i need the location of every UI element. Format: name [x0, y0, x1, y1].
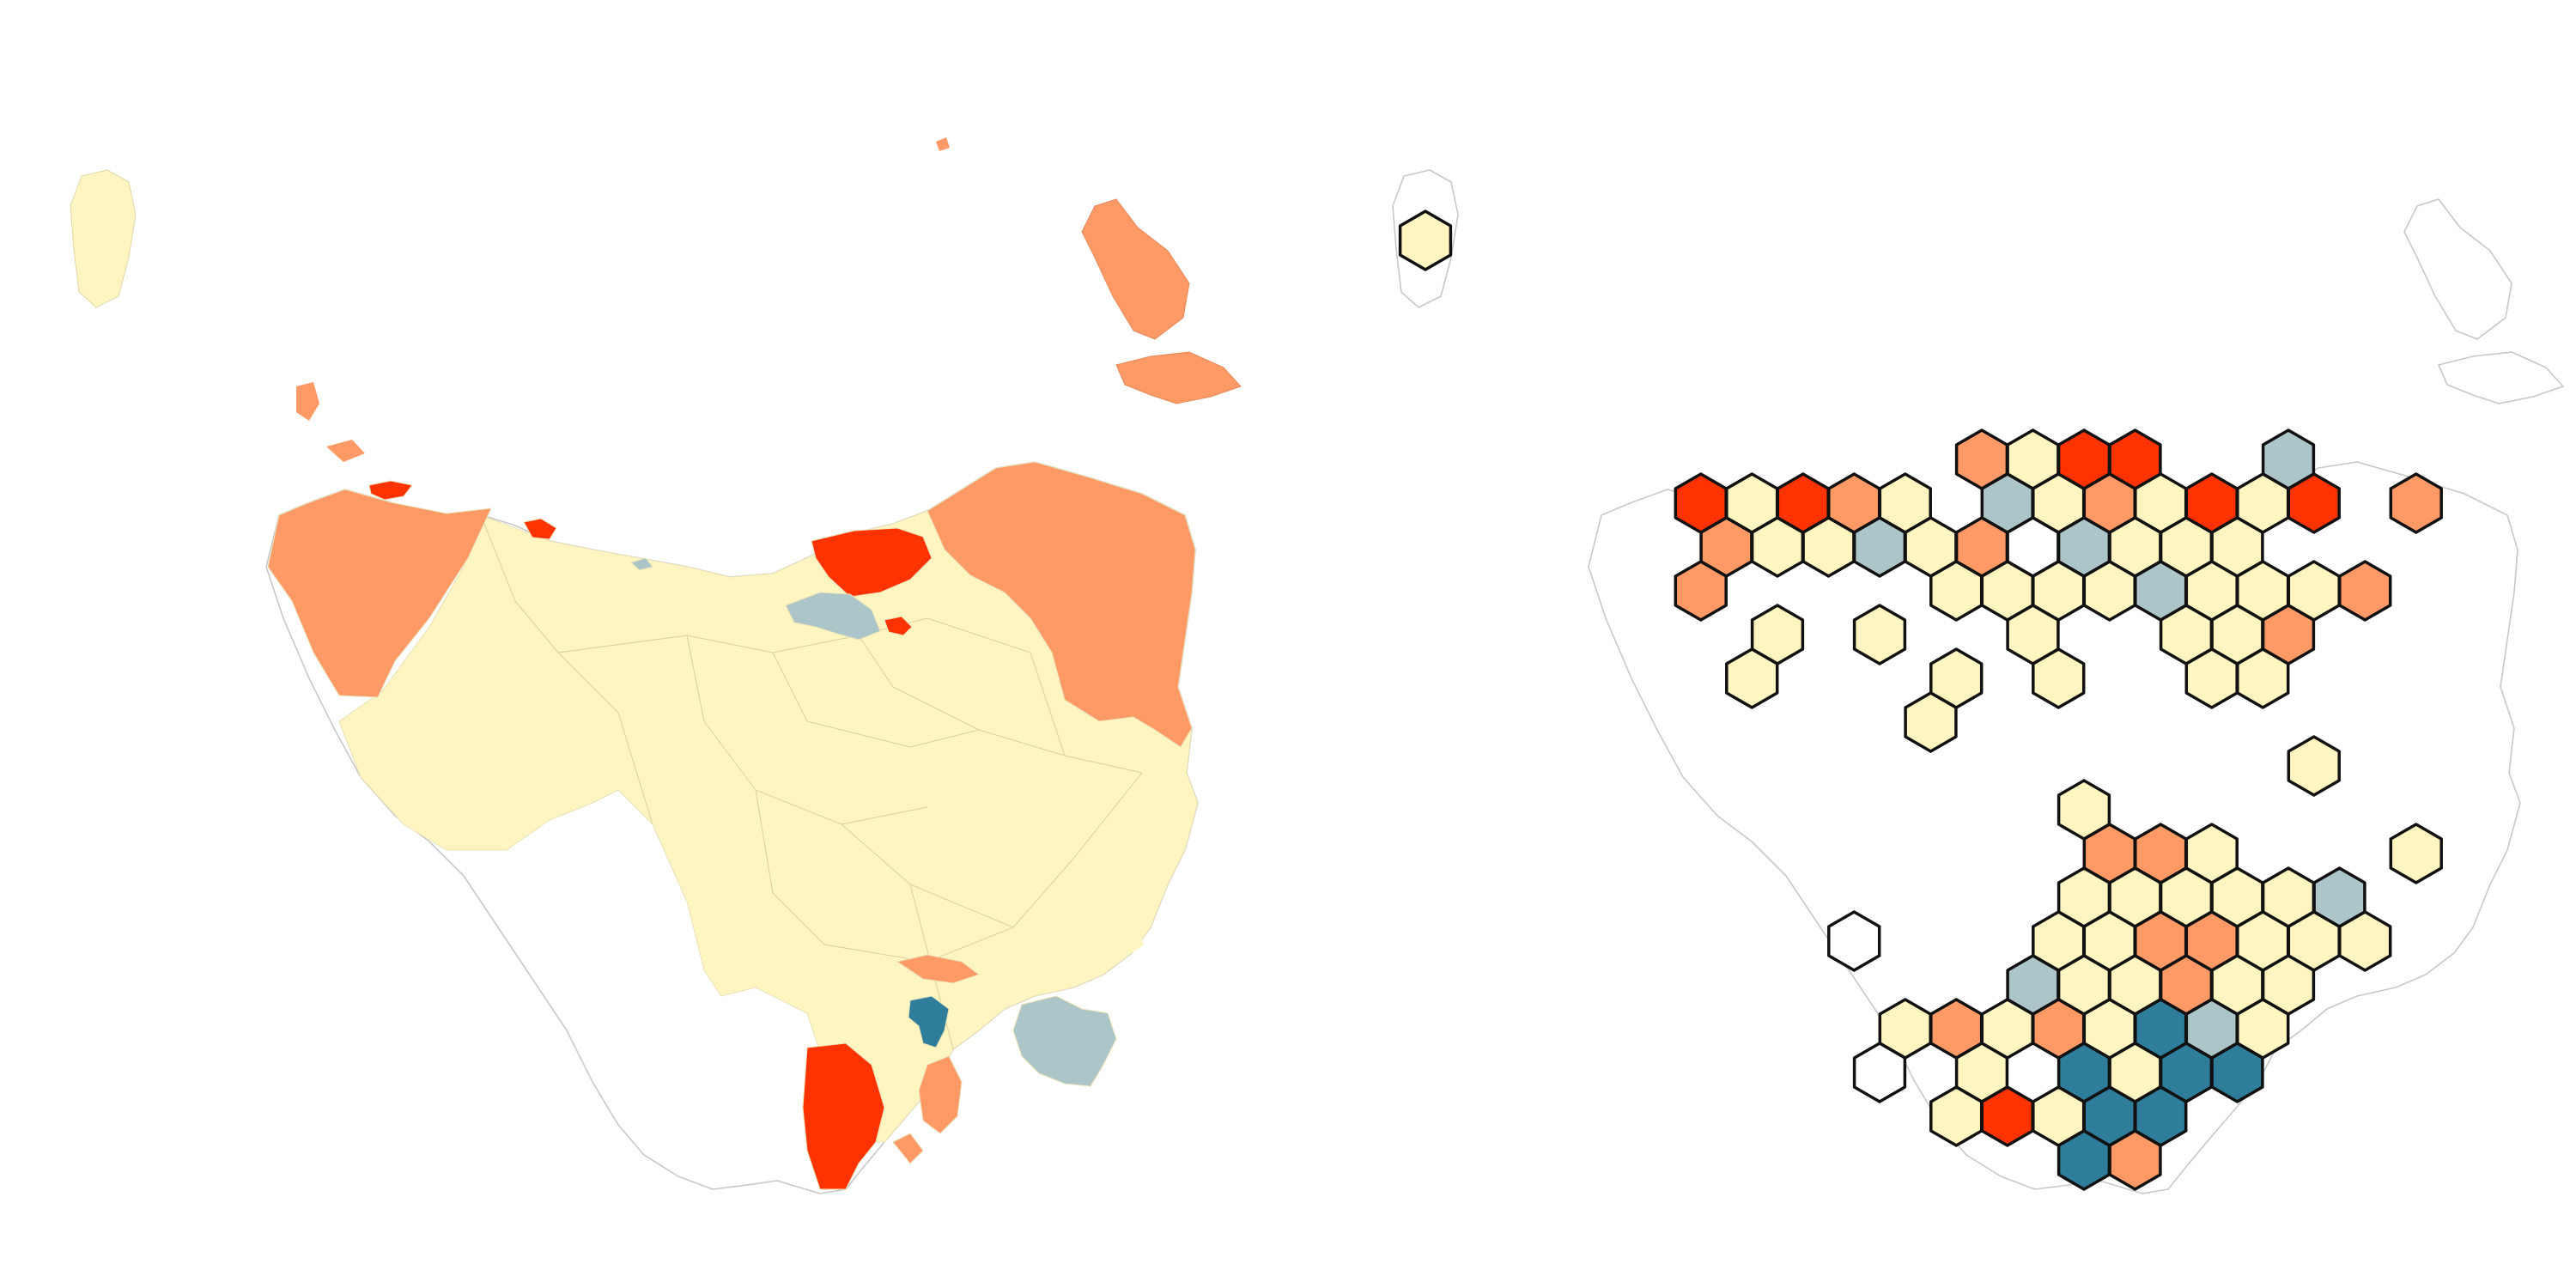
hex-cell: [1750, 516, 1805, 578]
hex-cell: [2057, 1129, 2111, 1191]
hex-cell: [2389, 472, 2443, 534]
region-central: [338, 461, 1199, 1143]
region-kingborough: [896, 954, 980, 984]
region-launceston: [884, 616, 913, 636]
choropleth-map: [70, 137, 1242, 1194]
hex-cell: [2082, 560, 2136, 622]
hex-cell: [1827, 910, 1881, 972]
hex-cell: [1852, 1042, 1907, 1103]
small-islet-north: [936, 137, 950, 151]
hex-cell: [1929, 560, 1984, 622]
region-burnie: [523, 518, 557, 540]
cape-barren-island: [1115, 351, 1242, 404]
hex-cell: [2287, 472, 2341, 534]
hex-cell: [1725, 647, 1779, 709]
region-channel: [918, 1055, 963, 1134]
hex-cell: [1852, 604, 1907, 665]
region-hobart: [908, 995, 950, 1048]
hex-cell: [1980, 1085, 2034, 1147]
hex-cell: [2389, 823, 2443, 884]
robbins-island: [326, 440, 365, 462]
hexagon-layer: [1398, 210, 2443, 1191]
hex-cell: [1398, 210, 1453, 271]
hex-cell: [1904, 691, 1958, 753]
region-far-south: [802, 1042, 885, 1190]
region-tamar: [785, 592, 881, 641]
hex-cell: [2287, 735, 2341, 797]
region-launceston-north: [811, 527, 933, 598]
region-tasman: [1012, 995, 1117, 1087]
region-smithton: [368, 480, 413, 501]
hex-cell: [2338, 910, 2392, 972]
hex-cell: [2236, 647, 2290, 709]
region-north-west: [267, 489, 492, 698]
hex-cell: [2210, 1042, 2264, 1103]
hex-cell: [2108, 1129, 2162, 1191]
region-devonport: [630, 557, 653, 571]
hex-cell: [2338, 560, 2392, 622]
hex-cell: [1674, 560, 1728, 622]
region-borders: [480, 514, 1143, 1050]
hex-cell: [1801, 516, 1856, 578]
region-bruny: [892, 1133, 924, 1164]
maria-island: [1125, 927, 1144, 953]
king-island: [70, 169, 137, 308]
hex-cell: [1929, 1085, 1984, 1147]
region-north-east: [927, 461, 1196, 748]
hexagon-map: [1392, 169, 2564, 1194]
flinders-island: [1081, 198, 1190, 340]
hex-cell: [2032, 647, 2086, 709]
hunter-island: [296, 382, 319, 421]
hex-cell: [2184, 647, 2239, 709]
hex-cell: [1852, 516, 1907, 578]
